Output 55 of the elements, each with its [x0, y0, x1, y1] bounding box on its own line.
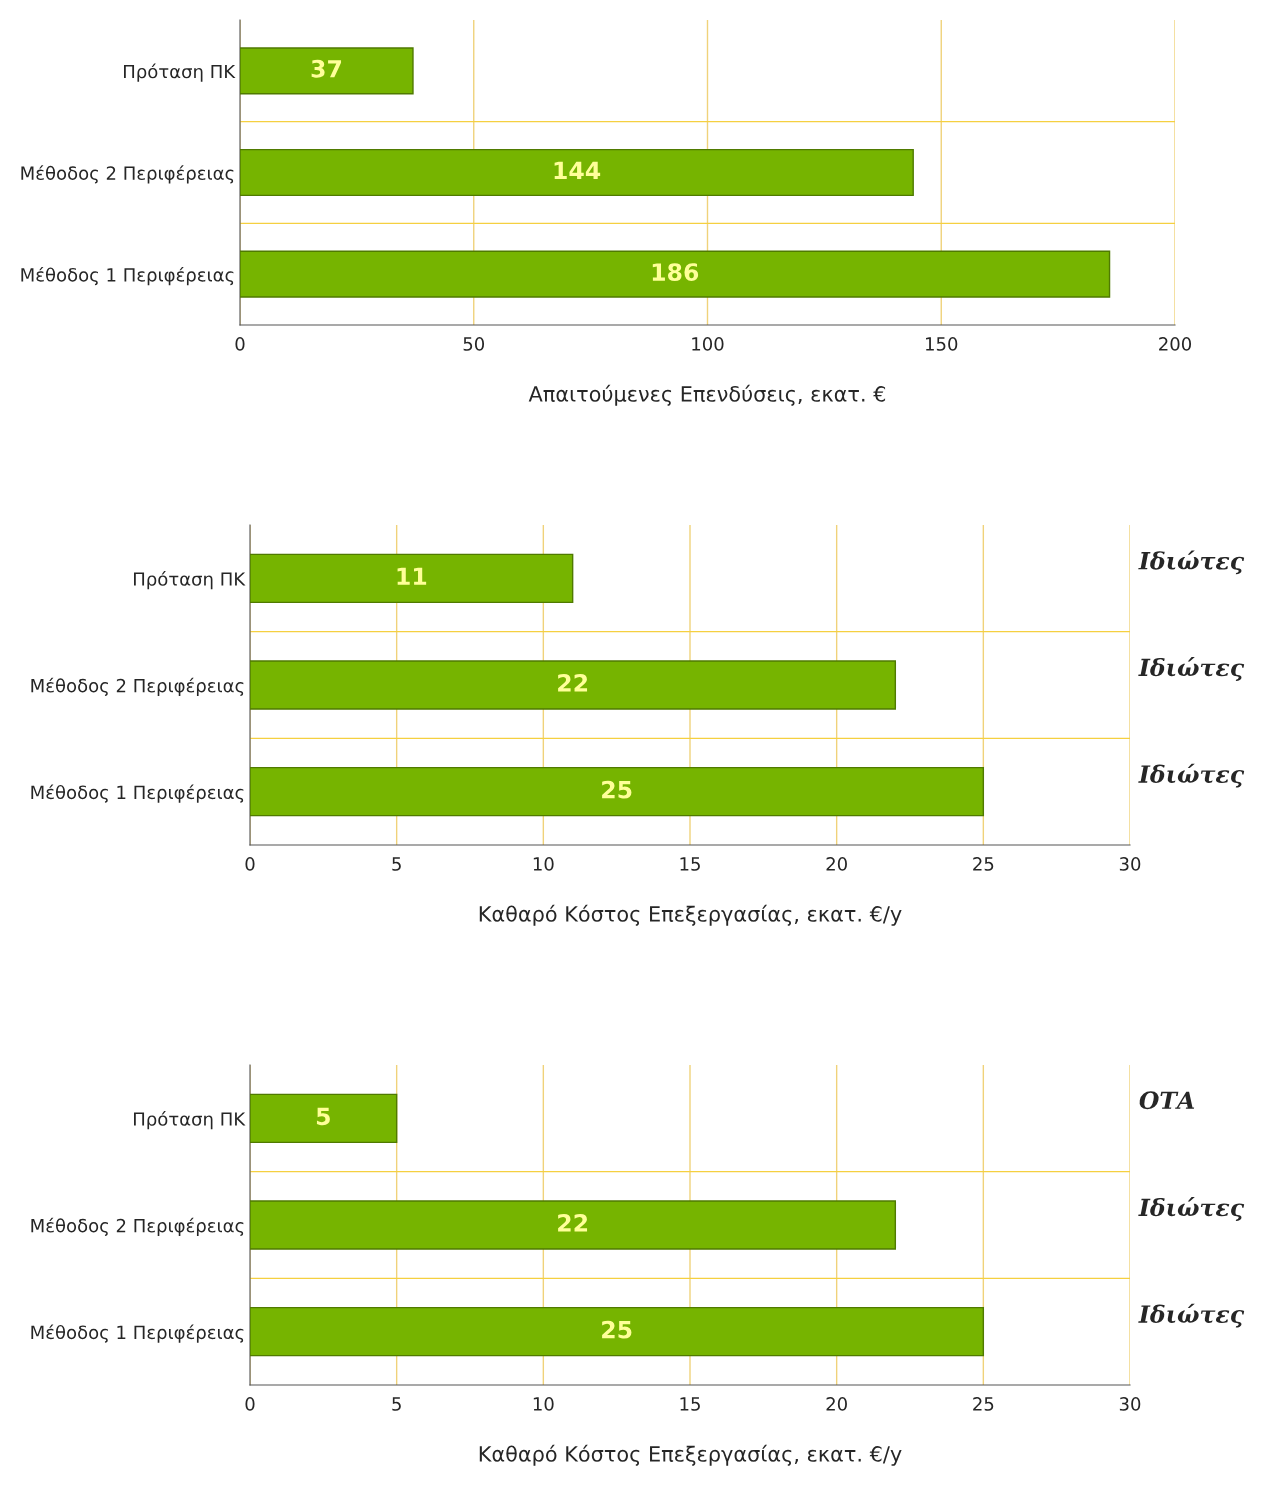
text: Ιδιώτες: [1138, 763, 1245, 788]
x-axis-title: Απαιτούμενες Επενδύσεις, εκατ. €: [528, 384, 886, 406]
y-tick-label: Μέθοδος 1 Περιφέρειας: [21, 266, 234, 286]
text: Ιδιώτες: [1138, 550, 1245, 575]
y-tick-label: Μέθοδος 2 Περιφέρειας: [21, 165, 234, 184]
x-tick-label: 10: [533, 1397, 554, 1411]
data-label: 186: [652, 263, 699, 282]
y-tick-label: Μέθοδος 1 Περιφέρειας: [31, 784, 244, 803]
data-label: 25: [602, 1320, 632, 1339]
data-label: 25: [602, 780, 632, 799]
x-tick-label: 200: [1159, 337, 1192, 351]
bar: [240, 47, 414, 95]
x-tick-label: 5: [392, 857, 401, 871]
y-tick-label: Πρόταση ΠΚ: [124, 63, 236, 82]
x-tick-label: 100: [692, 337, 724, 351]
data-label: 144: [554, 161, 601, 180]
x-axis-title: Καθαρό Κόστος Επεξεργασίας, εκατ. €/y: [479, 904, 902, 926]
text: Ιδιώτες: [1138, 1197, 1245, 1221]
bar: [250, 1093, 398, 1144]
y-tick-label: Μέθοδος 2 Περιφέρειας: [31, 677, 244, 697]
data-label: 22: [558, 673, 588, 692]
x-tick-label: 25: [973, 857, 994, 871]
x-tick-label: 15: [680, 1397, 700, 1411]
x-tick-label: 0: [245, 1397, 255, 1411]
x-tick-label: 5: [392, 1397, 401, 1411]
data-label: 22: [558, 1213, 588, 1232]
x-tick-label: 0: [235, 337, 245, 351]
data-label: 11: [397, 567, 427, 585]
y-tick-label: Πρόταση ΠΚ: [134, 571, 246, 590]
x-axis-title: Καθαρό Κόστος Επεξεργασίας, εκατ. €/y: [479, 1444, 902, 1466]
y-tick-label: Μέθοδος 2 Περιφέρειας: [31, 1217, 244, 1237]
x-tick-label: 30: [1119, 1397, 1141, 1411]
bar: [250, 766, 985, 817]
bar: [250, 1306, 985, 1357]
text: ΟΤΑ: [1139, 1091, 1195, 1110]
x-tick-label: 20: [826, 1397, 847, 1411]
bar: [240, 148, 914, 197]
data-label: 5: [316, 1107, 330, 1126]
x-tick-label: 20: [826, 857, 847, 871]
bar: [250, 1200, 897, 1250]
y-tick-label: Μέθοδος 1 Περιφέρειας: [31, 1324, 244, 1343]
x-tick-label: 50: [463, 337, 485, 351]
x-tick-label: 15: [680, 857, 700, 871]
x-tick-label: 10: [533, 857, 554, 871]
x-tick-label: 0: [245, 857, 255, 871]
y-tick-label: Πρόταση ΠΚ: [134, 1111, 246, 1130]
x-tick-label: 25: [973, 1397, 994, 1411]
text: Ιδιώτες: [1138, 1303, 1245, 1328]
x-tick-label: 30: [1119, 857, 1141, 871]
bar: [240, 250, 1111, 298]
text: Ιδιώτες: [1138, 657, 1245, 681]
data-label: 37: [311, 59, 342, 78]
bar: [250, 553, 574, 604]
bar: [250, 660, 897, 710]
x-tick-label: 150: [926, 337, 958, 351]
